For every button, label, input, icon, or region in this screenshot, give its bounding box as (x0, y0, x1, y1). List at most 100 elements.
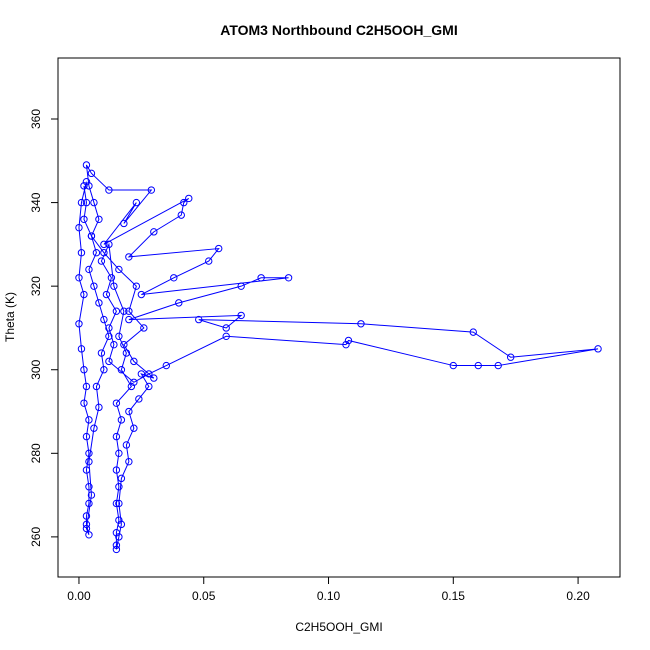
y-tick-label: 260 (29, 527, 43, 547)
y-tick-label: 360 (29, 109, 43, 129)
data-point (180, 198, 188, 207)
data-point (112, 399, 121, 407)
data-point (77, 249, 86, 257)
data-point (137, 290, 146, 299)
data-point (125, 315, 133, 324)
data-point (82, 524, 91, 533)
data-point (75, 223, 83, 232)
data-point (215, 244, 223, 253)
y-tick-label: 340 (29, 192, 43, 212)
data-point (257, 274, 265, 282)
data-point (130, 424, 138, 432)
data-point (85, 182, 93, 190)
data-point (115, 449, 123, 458)
data-point (97, 257, 106, 265)
data-point (115, 332, 123, 341)
data-point (92, 382, 101, 391)
data-point (120, 219, 128, 228)
x-tick-label: 0.10 (317, 589, 341, 603)
data-point (110, 282, 118, 290)
x-tick-label: 0.20 (566, 589, 590, 603)
data-point (90, 282, 98, 290)
data-point (92, 249, 101, 257)
y-tick-label: 300 (29, 359, 43, 379)
data-point (87, 232, 96, 240)
data-point (77, 345, 86, 353)
data-point (100, 366, 108, 374)
data-point (594, 345, 602, 353)
data-point (115, 499, 123, 508)
data-point (506, 353, 515, 361)
data-point (112, 432, 121, 441)
data-point (127, 382, 136, 391)
data-point (120, 340, 128, 349)
data-point (90, 198, 98, 207)
data-point (90, 424, 98, 432)
data-point (85, 449, 93, 458)
data-point (82, 432, 91, 441)
y-axis-label: Theta (K) (3, 292, 17, 342)
data-point (100, 315, 108, 324)
data-point (105, 357, 113, 366)
data-point (95, 299, 103, 307)
data-point (85, 483, 93, 491)
data-point (162, 361, 171, 370)
data-point (125, 307, 133, 315)
data-point (85, 416, 93, 424)
data-point (112, 529, 121, 537)
data-point (82, 520, 91, 529)
data-point (97, 349, 106, 357)
data-point (82, 512, 91, 520)
data-point (137, 370, 146, 378)
data-point (80, 366, 88, 374)
data-point (100, 249, 108, 257)
data-point (150, 374, 158, 382)
data-point (87, 169, 96, 178)
data-point (77, 198, 86, 207)
data-point (85, 265, 93, 274)
data-point (82, 161, 91, 169)
data-point (342, 340, 350, 349)
data-line (78, 164, 599, 550)
data-point (105, 186, 113, 194)
data-point (115, 516, 123, 524)
data-point (125, 253, 133, 261)
data-point (175, 299, 183, 307)
data-point (95, 215, 103, 223)
data-point (105, 324, 113, 332)
data-point (469, 328, 477, 336)
data-point (100, 240, 108, 249)
data-point (82, 198, 91, 207)
data-point (357, 320, 365, 328)
data-point (105, 240, 113, 249)
data-point (132, 282, 141, 290)
data-point (177, 211, 185, 219)
data-point (85, 499, 93, 508)
data-point (195, 315, 203, 324)
data-point (140, 324, 148, 332)
data-point (147, 186, 156, 194)
data-point (130, 357, 138, 366)
data-point (102, 290, 111, 299)
data-point (132, 198, 141, 207)
data-point (117, 416, 126, 424)
data-point (237, 311, 245, 320)
data-point (449, 361, 457, 370)
y-tick-label: 320 (29, 276, 43, 296)
data-point (112, 499, 121, 508)
data-point (75, 274, 83, 282)
data-point (205, 257, 213, 265)
data-point (125, 457, 133, 466)
data-point (112, 541, 121, 549)
data-point (82, 382, 91, 391)
data-point (145, 382, 153, 391)
data-point (112, 307, 121, 315)
data-point (117, 366, 126, 374)
x-tick-label: 0.05 (192, 589, 216, 603)
data-point (170, 274, 178, 282)
data-point (150, 228, 158, 236)
data-point (222, 324, 230, 332)
plot-frame (57, 57, 621, 578)
